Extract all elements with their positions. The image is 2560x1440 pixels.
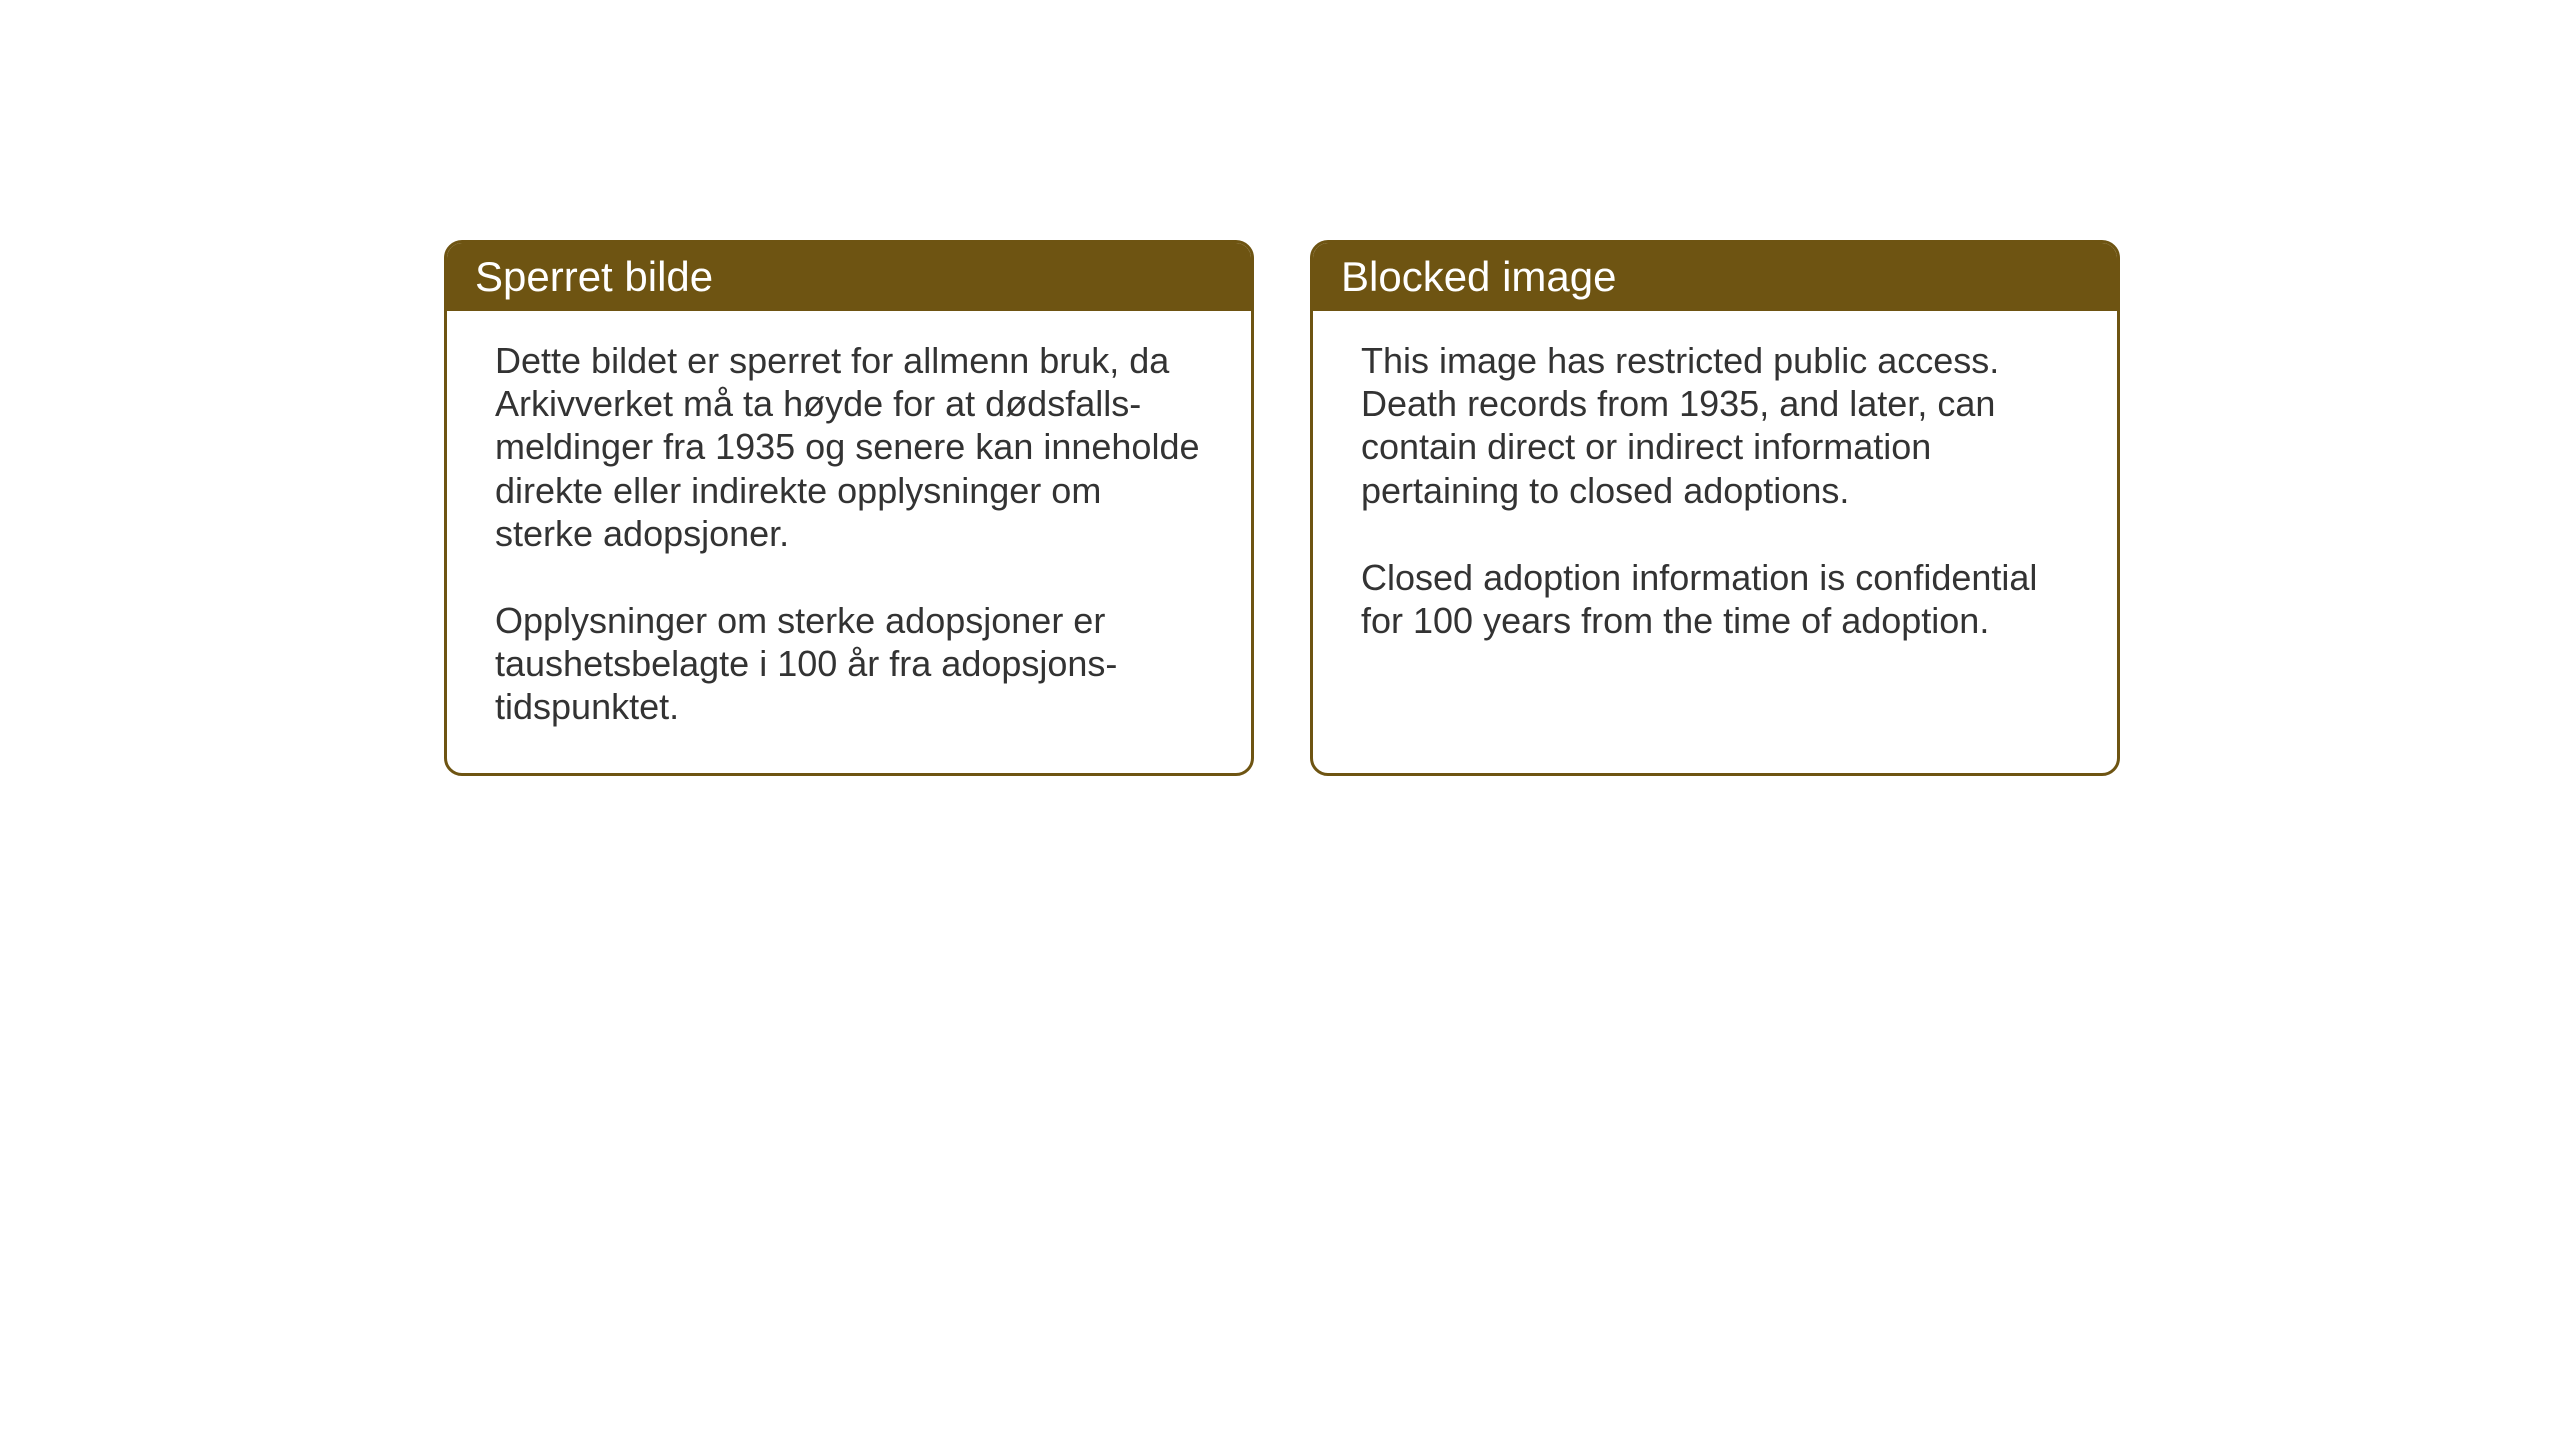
norwegian-paragraph-2: Opplysninger om sterke adopsjoner er tau… [495, 599, 1203, 729]
english-paragraph-2: Closed adoption information is confident… [1361, 556, 2069, 642]
english-card-title: Blocked image [1313, 243, 2117, 311]
norwegian-card-title: Sperret bilde [447, 243, 1251, 311]
norwegian-notice-card: Sperret bilde Dette bildet er sperret fo… [444, 240, 1254, 776]
notice-container: Sperret bilde Dette bildet er sperret fo… [444, 240, 2120, 776]
norwegian-paragraph-1: Dette bildet er sperret for allmenn bruk… [495, 339, 1203, 555]
norwegian-card-body: Dette bildet er sperret for allmenn bruk… [447, 311, 1251, 773]
english-card-body: This image has restricted public access.… [1313, 311, 2117, 686]
english-paragraph-1: This image has restricted public access.… [1361, 339, 2069, 512]
english-notice-card: Blocked image This image has restricted … [1310, 240, 2120, 776]
